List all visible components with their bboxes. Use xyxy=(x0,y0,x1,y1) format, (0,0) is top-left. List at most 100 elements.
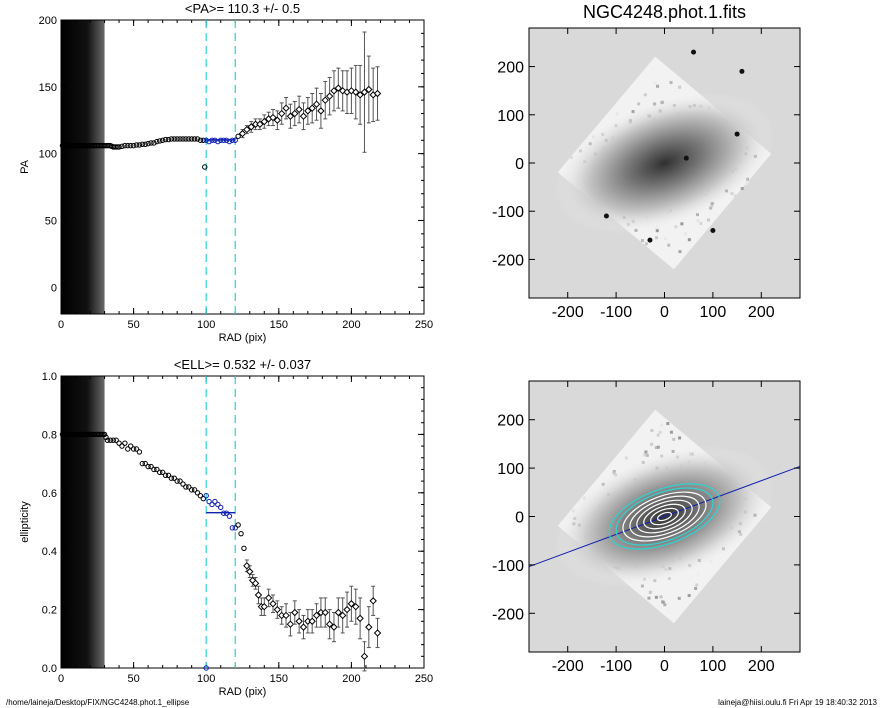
data-point xyxy=(251,579,260,588)
noise-pixel xyxy=(640,239,644,243)
data-point xyxy=(206,498,212,505)
data-point xyxy=(295,617,303,625)
x-tick-label: -200 xyxy=(552,658,584,675)
data-point xyxy=(174,478,180,484)
data-point xyxy=(130,142,137,149)
data-point xyxy=(269,113,277,122)
x-tick-label: -100 xyxy=(600,658,632,675)
data-point xyxy=(235,522,241,528)
star xyxy=(734,131,740,137)
data-point xyxy=(312,611,321,620)
noise-pixel xyxy=(666,422,670,426)
noise-pixel xyxy=(637,102,641,106)
data-point xyxy=(334,84,343,92)
data-point xyxy=(188,487,195,493)
data-point xyxy=(171,475,177,481)
data-point xyxy=(321,96,329,104)
noise-pixel xyxy=(674,225,678,229)
data-point xyxy=(241,545,247,551)
data-point xyxy=(317,107,325,115)
data-point xyxy=(286,620,295,628)
data-point xyxy=(168,475,175,481)
plot-frame xyxy=(60,375,425,669)
data-point xyxy=(269,600,277,608)
y-tick-label: -200 xyxy=(492,606,524,623)
noise-pixel xyxy=(696,573,700,577)
data-point xyxy=(200,137,206,143)
data-point xyxy=(183,484,189,490)
x-tick-label: 200 xyxy=(748,304,775,321)
x-tick-label: 50 xyxy=(127,673,139,685)
data-point xyxy=(151,466,157,473)
noise-pixel xyxy=(733,194,737,198)
data-point xyxy=(226,513,233,519)
data-point xyxy=(330,87,338,95)
y-tick-label: -200 xyxy=(492,252,524,269)
data-point xyxy=(352,602,360,611)
data-point xyxy=(113,437,119,443)
major-axis-line xyxy=(529,465,800,568)
noise-pixel xyxy=(644,242,648,246)
data-point xyxy=(273,605,282,614)
data-point xyxy=(299,623,308,631)
data-point xyxy=(191,487,198,493)
noise-pixel xyxy=(667,243,671,247)
data-point xyxy=(151,140,157,146)
data-point xyxy=(209,501,215,508)
noise-pixel xyxy=(672,437,676,441)
noise-pixel xyxy=(654,595,658,599)
y-tick-label: 0.0 xyxy=(42,663,57,675)
x-tick-label: 100 xyxy=(197,319,215,331)
x-axis-label: RAD (pix) xyxy=(219,686,267,698)
x-tick-label: 200 xyxy=(342,319,360,331)
data-point xyxy=(277,109,286,118)
x-tick-label: 50 xyxy=(127,319,139,331)
y-tick-label: 0 xyxy=(51,282,57,294)
data-point xyxy=(119,443,125,449)
data-point xyxy=(282,104,290,112)
data-point xyxy=(343,605,351,614)
data-point xyxy=(186,484,192,490)
y-axis-label: PA xyxy=(19,159,31,174)
x-tick-label: 100 xyxy=(197,673,215,685)
file-path-label: /home/laineja/Desktop/FIX/NGC4248.phot.1… xyxy=(6,698,190,707)
noise-pixel xyxy=(654,236,658,240)
noise-pixel xyxy=(678,436,682,440)
noise-pixel xyxy=(699,221,703,225)
data-point xyxy=(194,136,201,142)
data-point xyxy=(127,142,134,149)
plot-frame xyxy=(60,19,425,315)
data-point xyxy=(162,472,169,478)
x-tick-label: 0 xyxy=(58,319,64,331)
data-point xyxy=(159,469,166,476)
noise-pixel xyxy=(643,453,647,457)
data-point xyxy=(203,493,209,499)
data-point xyxy=(338,87,347,95)
data-point xyxy=(180,481,186,487)
data-point xyxy=(125,446,131,452)
data-point xyxy=(334,608,343,617)
data-point xyxy=(130,446,137,452)
noise-pixel xyxy=(653,81,657,85)
data-point xyxy=(119,143,125,149)
data-point xyxy=(116,440,122,446)
data-point xyxy=(171,136,177,142)
data-point xyxy=(260,117,268,126)
noise-pixel xyxy=(640,584,644,588)
image-title: NGC4248.phot.1.fits xyxy=(583,2,746,22)
data-point xyxy=(136,449,143,455)
y-tick-label: 100 xyxy=(39,149,57,161)
y-tick-label: 0.4 xyxy=(42,546,57,558)
data-point xyxy=(321,608,329,617)
data-point xyxy=(338,611,347,620)
x-tick-label: 100 xyxy=(700,304,727,321)
star xyxy=(647,237,653,243)
data-point xyxy=(235,133,241,139)
user-timestamp-label: laineja@hiisi.oulu.fi Fri Apr 19 18:40:3… xyxy=(718,698,877,707)
noise-pixel xyxy=(655,229,659,233)
data-point xyxy=(373,629,382,637)
data-point xyxy=(165,136,172,143)
x-tick-label: 250 xyxy=(415,319,433,331)
data-point xyxy=(159,137,166,143)
